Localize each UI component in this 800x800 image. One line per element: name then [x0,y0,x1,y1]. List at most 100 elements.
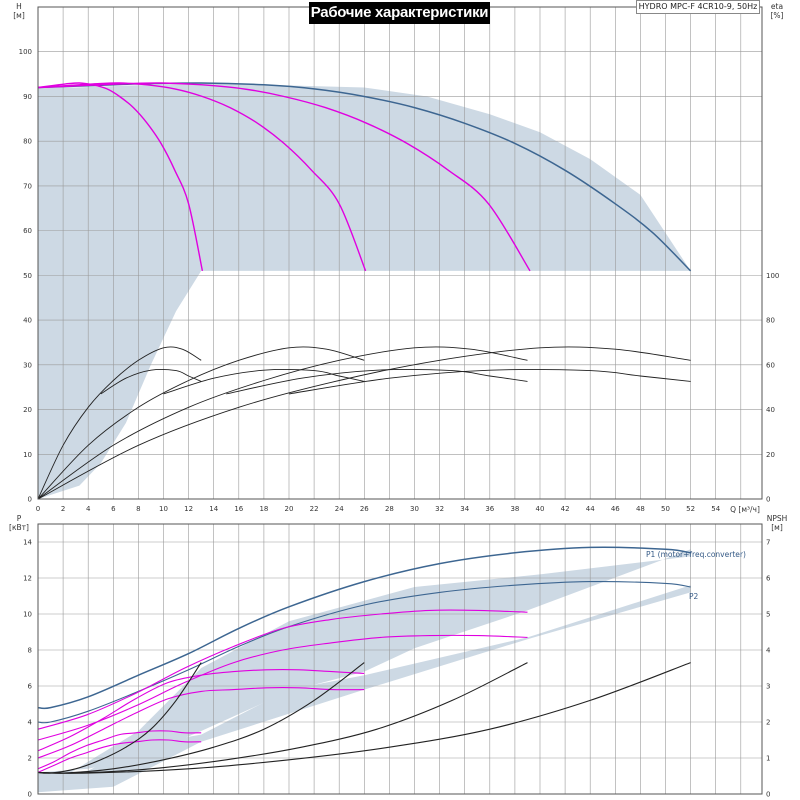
qh-y-tick-label: 90 [23,93,32,101]
q-x-tick-label: 36 [485,505,494,513]
qh-y-tick-label: 10 [23,451,32,459]
qh-y-tick-label: 30 [23,361,32,369]
p2-curve [37,581,691,724]
npsh-y2-tick-label: 7 [766,539,770,547]
q-x-tick-label: 52 [686,505,695,513]
power-curve-pump-stage [37,739,202,773]
q-x-tick-label: 14 [209,505,218,513]
qh-operating-region [38,83,691,499]
qh-curve-pump-stage [37,82,531,272]
eta-y2-tick-label: 100 [766,272,779,280]
p-axis-unit: [кВт] [9,523,29,532]
power-y-tick-label: 4 [28,719,33,727]
qh-y-tick-label: 20 [23,406,32,414]
qh-y-tick-label: 100 [19,48,32,56]
q-x-tick-label: 28 [385,505,394,513]
power-y-tick-label: 0 [28,791,32,799]
npsh-axis-unit: [м] [771,523,783,532]
eta-axis-unit: [%] [771,11,784,20]
eta-y2-tick-label: 0 [766,496,770,504]
power-curve-pump-stage [37,634,528,741]
q-x-tick-label: 32 [435,505,444,513]
title-background [309,2,490,24]
q-x-tick-label: 18 [259,505,268,513]
efficiency-curve [37,346,691,500]
npsh-axis-title: NPSH [767,514,788,523]
efficiency-curve [226,369,528,395]
qh-y-tick-label: 80 [23,138,32,146]
q-x-tick-label: 8 [136,505,140,513]
power-curve-pump-stage [37,730,202,770]
q-x-tick-label: 42 [561,505,570,513]
npsh-y2-tick-label: 4 [766,647,771,655]
q-x-tick-label: 20 [285,505,294,513]
eta-y2-tick-label: 40 [766,406,775,414]
power-curve-pump-stage [37,669,365,752]
q-x-tick-label: 2 [61,505,65,513]
q-x-tick-label: 10 [159,505,168,513]
power-y-tick-label: 10 [23,611,32,619]
eta-axis-title: eta [771,2,783,11]
q-x-tick-label: 50 [661,505,670,513]
npsh-y2-tick-label: 0 [766,791,770,799]
q-x-tick-label: 44 [586,505,595,513]
eta-y2-tick-label: 20 [766,451,775,459]
q-x-tick-label: 30 [410,505,419,513]
efficiency-curve [37,346,365,500]
eta-y2-tick-label: 60 [766,361,775,369]
p1-curve [37,546,691,710]
npsh-y2-tick-label: 1 [766,755,770,763]
power-curve-pump-stage [37,609,528,730]
q-x-tick-label: 6 [111,505,116,513]
q-x-tick-label: 24 [335,505,344,513]
power-curve-pump-stage [37,687,365,759]
model-label: HYDRO MPC-F 4CR10-9, 50Hz [636,0,760,14]
npsh-y2-tick-label: 2 [766,719,770,727]
q-x-tick-label: 34 [460,505,469,513]
q-x-tick-label: 46 [611,505,620,513]
efficiency-curve [163,369,365,395]
power-border [37,523,763,795]
p2-series-label: P2 [689,592,699,601]
efficiency-curve [37,346,528,500]
npsh-y2-tick-label: 6 [766,575,771,583]
npsh-curve [37,662,691,774]
q-x-tick-label: 48 [636,505,645,513]
q-x-tick-label: 26 [360,505,369,513]
q-x-tick-label: 0 [36,505,40,513]
efficiency-curve [100,369,202,395]
npsh-y2-tick-label: 3 [766,683,770,691]
efficiency-curve [288,369,691,395]
efficiency-curve [37,346,202,500]
q-x-tick-label: 22 [310,505,319,513]
qh-y-tick-label: 50 [23,272,32,280]
q-x-tick-label: 4 [86,505,91,513]
qh-y-tick-label: 40 [23,317,32,325]
qh-y-tick-label: 70 [23,182,32,190]
q-axis-title: Q [м³/ч] [730,505,760,514]
q-x-tick-label: 40 [536,505,545,513]
qh-y-tick-label: 60 [23,227,32,235]
power-y-tick-label: 6 [28,683,33,691]
p1-series-label: P1 (motor+freq.converter) [646,550,746,559]
p-axis-title: P [17,514,22,523]
q-x-tick-label: 54 [711,505,720,513]
power-y-tick-label: 8 [28,647,32,655]
chart-title: Рабочие характеристики [310,4,489,21]
power-y-tick-label: 12 [23,575,32,583]
eta-y2-tick-label: 80 [766,317,775,325]
qh-curve-pump-stage [37,82,367,272]
npsh-y2-tick-label: 5 [766,611,770,619]
q-x-tick-label: 38 [510,505,519,513]
qh-curve-pump-stage [37,82,204,272]
qh-y-tick-label: 0 [28,496,32,504]
power-y-tick-label: 14 [23,539,32,547]
h-axis-unit: [м] [13,11,25,20]
q-x-tick-label: 16 [234,505,243,513]
q-x-tick-label: 12 [184,505,193,513]
power-y-tick-label: 2 [28,755,32,763]
axis-text: H [м] eta [%] Q [м³/ч] P [кВт] NPSH [м] … [9,2,787,601]
